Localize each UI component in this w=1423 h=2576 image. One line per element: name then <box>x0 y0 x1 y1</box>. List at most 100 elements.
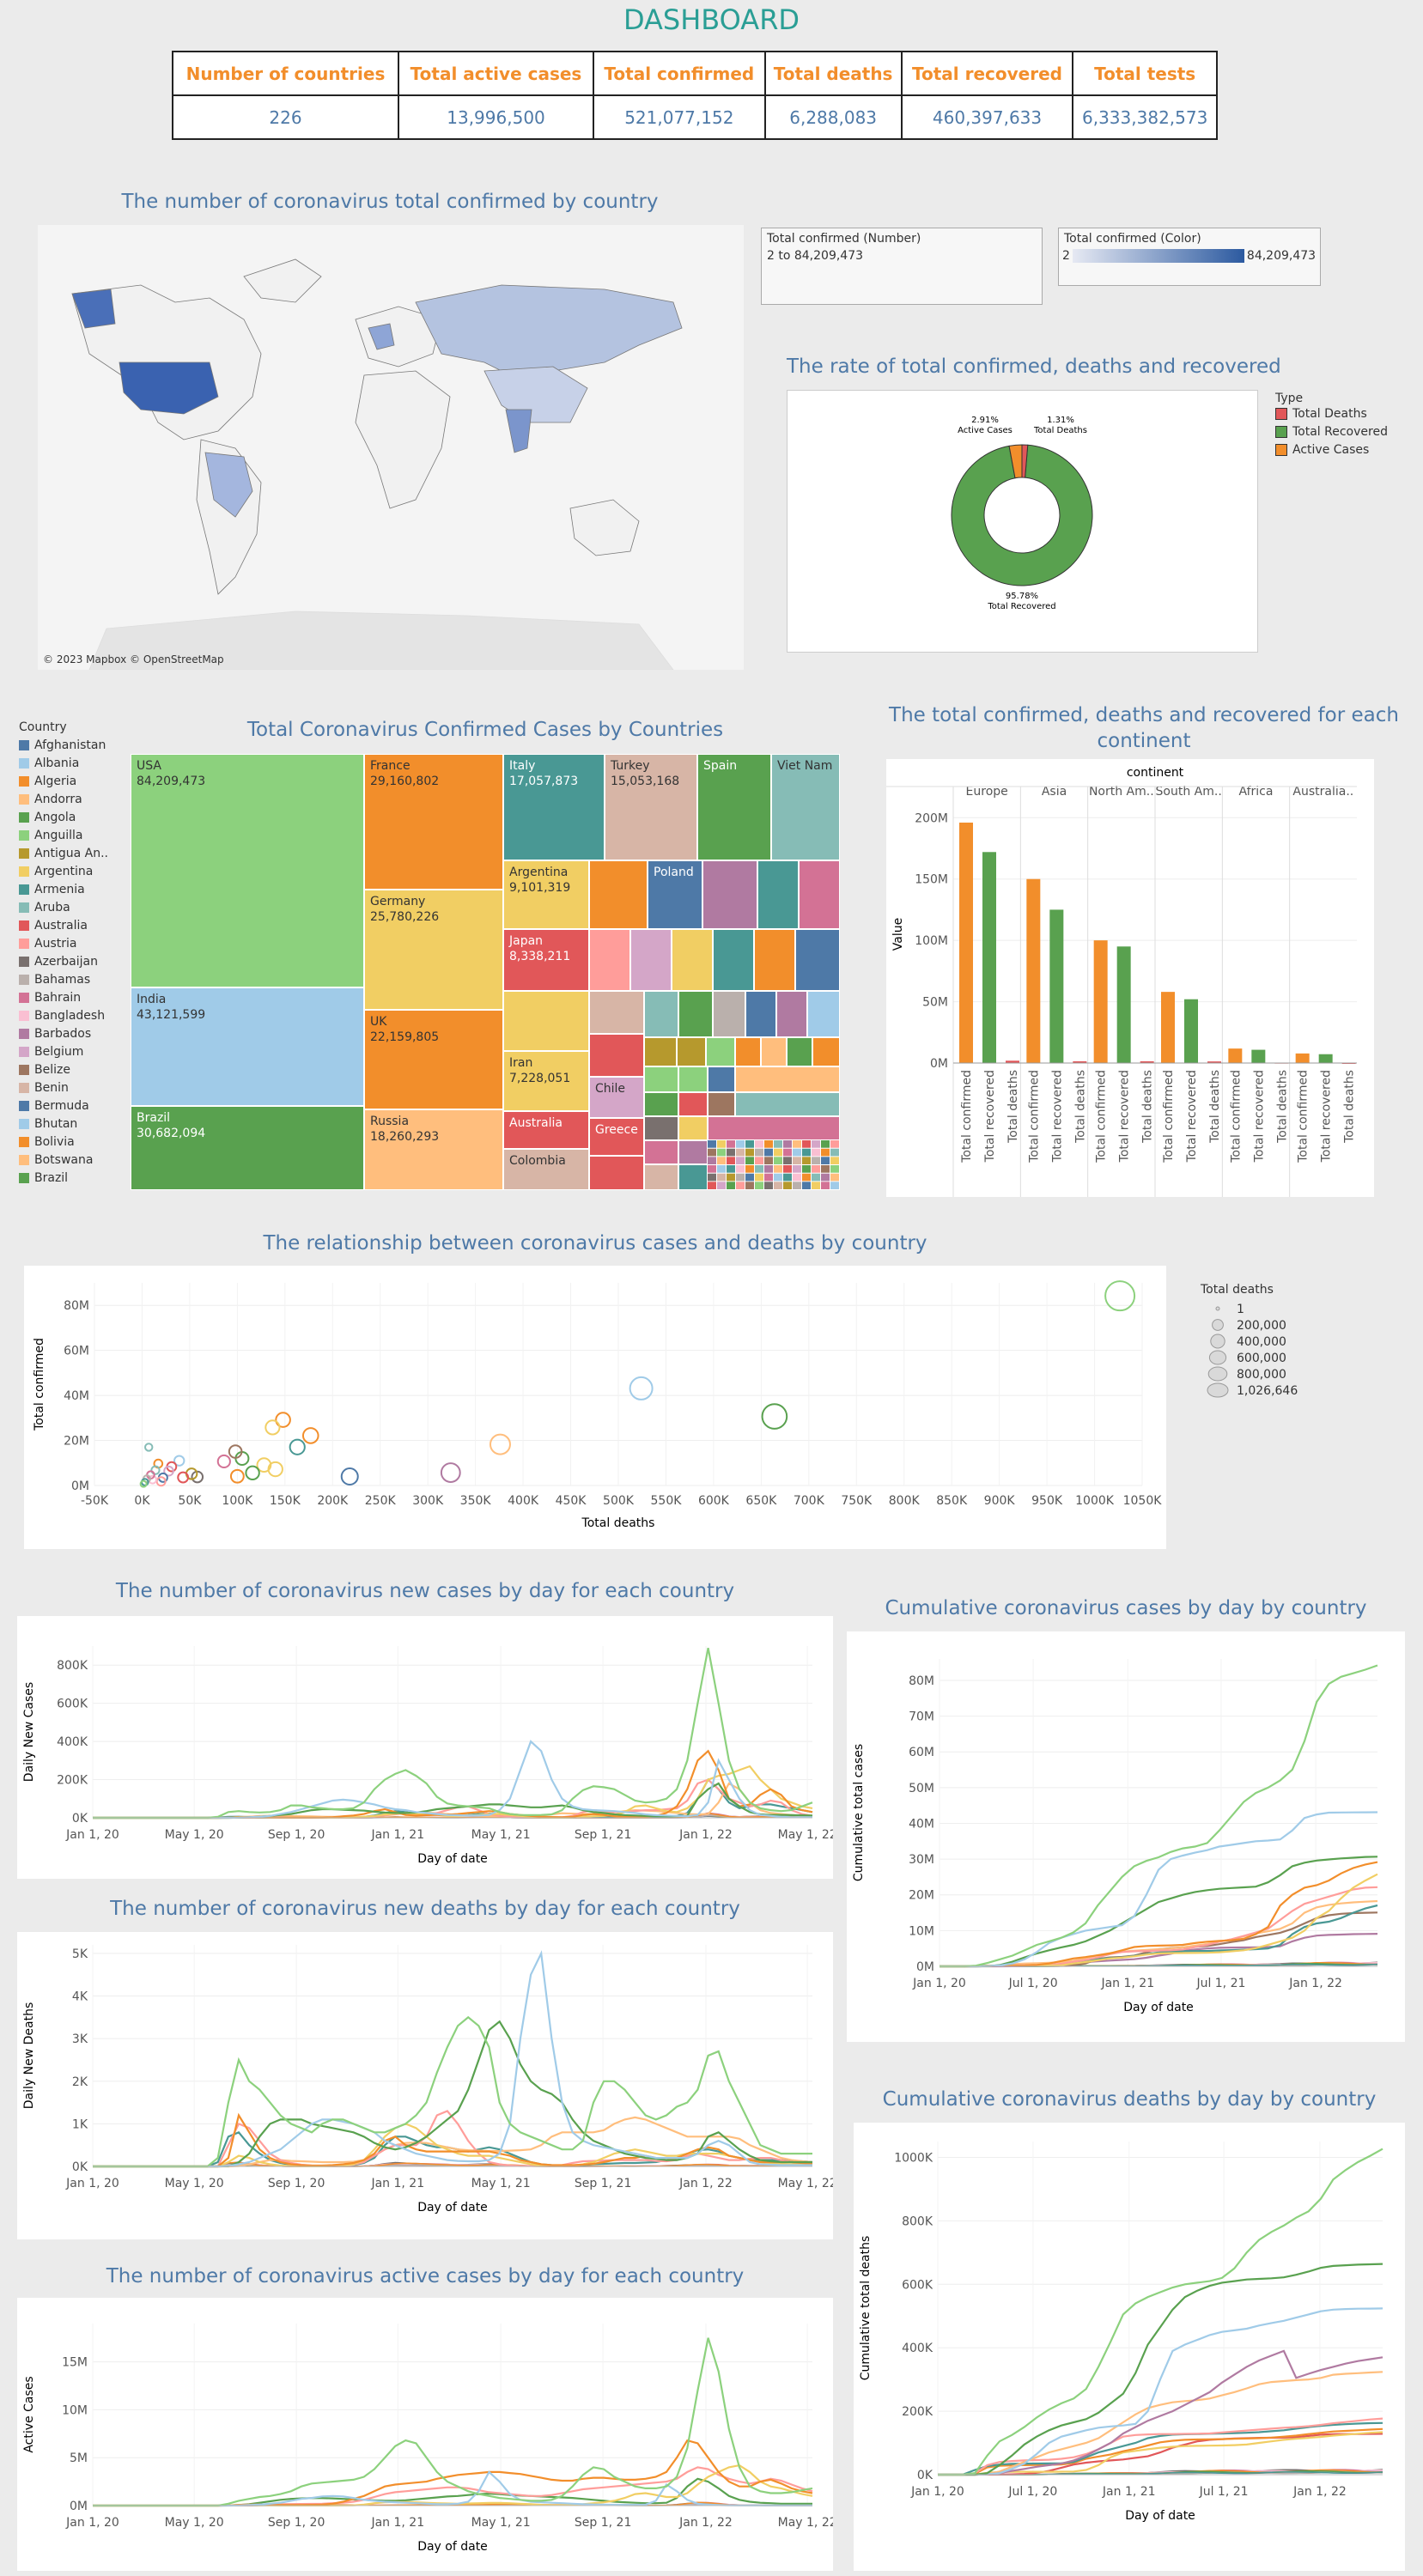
treemap-tile-russia[interactable]: Russia 18,260,293 <box>364 1109 503 1190</box>
bar[interactable] <box>1228 1048 1243 1063</box>
bar[interactable] <box>1140 1061 1154 1063</box>
treemap-small-tile[interactable] <box>830 1182 839 1189</box>
treemap-small-tile[interactable] <box>830 1165 839 1173</box>
scatter-point[interactable] <box>265 1419 281 1436</box>
country-legend-item[interactable]: Argentina <box>19 863 108 881</box>
treemap-tile-australia[interactable]: Australia <box>503 1111 589 1149</box>
treemap-tile[interactable] <box>589 1156 644 1190</box>
line-series[interactable] <box>93 2110 813 2168</box>
line-series[interactable] <box>93 2477 812 2507</box>
treemap-small-tile[interactable] <box>736 1173 745 1182</box>
treemap-small-tile[interactable] <box>717 1140 726 1148</box>
treemap-tile[interactable] <box>812 1037 840 1066</box>
treemap-small-tile[interactable] <box>793 1140 801 1148</box>
treemap-small-tile[interactable] <box>736 1157 745 1164</box>
country-legend-item[interactable]: Belize <box>19 1061 108 1079</box>
treemap-small-tile[interactable] <box>802 1173 811 1182</box>
treemap-small-tile[interactable] <box>708 1140 716 1148</box>
country-legend-item[interactable]: Belgium <box>19 1043 108 1061</box>
treemap-small-tile[interactable] <box>783 1157 792 1164</box>
treemap-tile[interactable] <box>795 929 840 991</box>
country-legend-item[interactable]: Andorra <box>19 791 108 809</box>
treemap-tile-france[interactable]: France 29,160,802 <box>364 754 503 890</box>
treemap-small-tile[interactable] <box>802 1182 811 1189</box>
country-legend-item[interactable]: Bahamas <box>19 971 108 989</box>
treemap-tile-turkey[interactable]: Turkey 15,053,168 <box>605 754 697 860</box>
treemap-small-tile[interactable] <box>812 1173 820 1182</box>
scatter-point[interactable] <box>440 1462 461 1483</box>
scatter-point[interactable] <box>150 1465 161 1475</box>
treemap-small-tile[interactable] <box>821 1148 830 1157</box>
treemap-small-tile[interactable] <box>736 1148 745 1157</box>
country-legend-item[interactable]: Bangladesh <box>19 1007 108 1025</box>
treemap-small-tile[interactable] <box>755 1173 763 1182</box>
line-series[interactable] <box>93 2020 812 2168</box>
treemap-tile[interactable] <box>677 1037 706 1066</box>
country-legend-item[interactable]: Antigua An.. <box>19 845 108 863</box>
treemap-small-tile[interactable] <box>717 1148 726 1157</box>
treemap-tile[interactable] <box>745 991 776 1037</box>
treemap-small-tiles[interactable] <box>708 1140 840 1190</box>
treemap-small-tile[interactable] <box>821 1140 830 1148</box>
country-legend-item[interactable]: Bolivia <box>19 1133 108 1151</box>
treemap-tile[interactable] <box>754 929 795 991</box>
line-series[interactable] <box>938 2148 1383 2476</box>
treemap-tile-usa[interactable]: USA 84,209,473 <box>131 754 364 987</box>
treemap-small-tile[interactable] <box>764 1140 773 1148</box>
treemap-tile-italy[interactable]: Italy 17,057,873 <box>503 754 605 860</box>
scatter-point[interactable] <box>629 1376 654 1400</box>
country-legend-item[interactable]: Algeria <box>19 773 108 791</box>
treemap-small-tile[interactable] <box>774 1173 782 1182</box>
scatter-point[interactable] <box>163 1465 174 1477</box>
treemap-small-tile[interactable] <box>793 1165 801 1173</box>
continent-bar-chart[interactable]: continent 0M 50M 100M 150M 200M Value Europe Tot… <box>886 759 1374 1197</box>
donut-legend-item[interactable]: Active Cases <box>1275 441 1388 459</box>
line-series[interactable] <box>938 2263 1383 2476</box>
country-legend-item[interactable]: Botswana <box>19 1151 108 1170</box>
country-legend-item[interactable]: Albania <box>19 755 108 773</box>
bar[interactable] <box>1073 1061 1087 1063</box>
treemap-small-tile[interactable] <box>764 1173 773 1182</box>
treemap-tile-uk[interactable]: UK 22,159,805 <box>364 1010 503 1109</box>
donut-legend-item[interactable]: Total Deaths <box>1275 405 1388 423</box>
treemap-tile[interactable] <box>644 1066 678 1092</box>
bar[interactable] <box>1026 878 1041 1063</box>
treemap-tile[interactable] <box>589 929 630 991</box>
treemap-tile-argentina[interactable]: Argentina 9,101,319 <box>503 860 589 929</box>
treemap-tile[interactable] <box>644 1116 678 1140</box>
treemap-small-tile[interactable] <box>783 1173 792 1182</box>
treemap-tile[interactable] <box>678 1066 708 1092</box>
treemap-small-tile[interactable] <box>764 1157 773 1164</box>
treemap-small-tile[interactable] <box>727 1165 735 1173</box>
treemap-tile-vietnam[interactable]: Viet Nam <box>771 754 840 860</box>
treemap-tile-india[interactable]: India 43,121,599 <box>131 987 364 1106</box>
treemap-tile-iran[interactable]: Iran 7,228,051 <box>503 1051 589 1111</box>
treemap-small-tile[interactable] <box>783 1165 792 1173</box>
treemap-small-tile[interactable] <box>708 1165 716 1173</box>
treemap-tile[interactable] <box>644 1140 678 1164</box>
line-series[interactable] <box>938 2421 1383 2476</box>
country-legend-item[interactable]: Austria <box>19 935 108 953</box>
treemap-tile-colombia[interactable]: Colombia <box>503 1149 589 1190</box>
treemap-small-tile[interactable] <box>802 1140 811 1148</box>
treemap-small-tile[interactable] <box>821 1157 830 1164</box>
treemap-small-tile[interactable] <box>745 1173 754 1182</box>
treemap-small-tile[interactable] <box>755 1157 763 1164</box>
scatter-point[interactable] <box>340 1467 359 1486</box>
bar[interactable] <box>1049 909 1064 1063</box>
treemap[interactable]: USA 84,209,473 India 43,121,599 Brazil 30,6… <box>131 754 840 1190</box>
scatter-point[interactable] <box>173 1455 185 1467</box>
treemap-tile[interactable] <box>761 1037 787 1066</box>
line-series[interactable] <box>93 2466 813 2507</box>
treemap-tile[interactable] <box>630 929 672 991</box>
treemap-small-tile[interactable] <box>745 1182 754 1189</box>
treemap-tile[interactable] <box>678 1116 708 1140</box>
scatter-point[interactable] <box>139 1479 148 1488</box>
treemap-tile[interactable] <box>735 1092 840 1116</box>
donut-chart[interactable]: 2.91% Active Cases 1.31% Total Deaths 95… <box>788 391 1257 652</box>
line-series[interactable] <box>93 1647 813 1820</box>
treemap-small-tile[interactable] <box>755 1182 763 1189</box>
treemap-small-tile[interactable] <box>736 1140 745 1148</box>
line-series[interactable] <box>940 1856 1378 1968</box>
line-series[interactable] <box>940 1811 1378 1968</box>
